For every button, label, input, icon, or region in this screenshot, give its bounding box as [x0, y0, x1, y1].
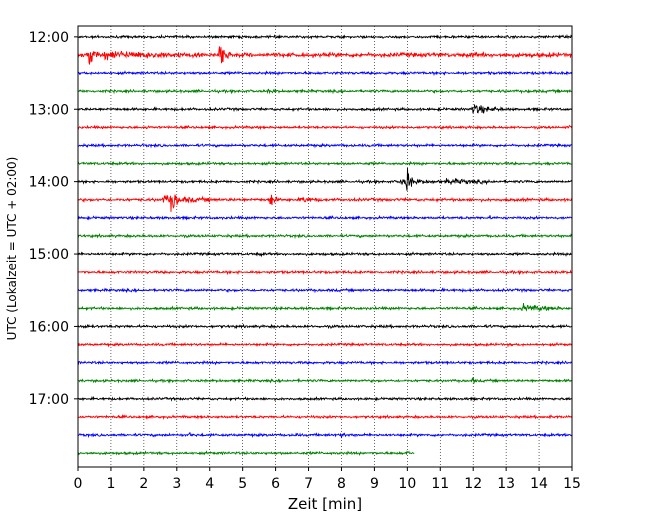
y-axis-ticks: 12:00 13:00 14:00 15:00 16:00 17:00 [29, 30, 78, 408]
trace-1415 [77, 194, 573, 212]
trace-1615 [77, 341, 573, 348]
trace-1715 [77, 413, 573, 421]
trace-1515 [78, 269, 573, 276]
trace-1645 [77, 377, 573, 384]
x-tick-label: 11 [431, 476, 449, 492]
trace-1630 [77, 359, 573, 366]
x-tick-label: 13 [497, 476, 515, 492]
x-tick-label: 0 [74, 476, 83, 492]
trace-1445 [77, 233, 573, 240]
trace-1700 [77, 395, 573, 402]
trace-1400 [77, 167, 573, 191]
trace-1330 [77, 142, 572, 149]
trace-1200 [77, 33, 573, 40]
trace-1600 [77, 323, 573, 330]
x-tick-label: 6 [271, 476, 280, 492]
x-tick-label: 2 [139, 476, 148, 492]
trace-1545 [78, 302, 573, 312]
x-tick-label: 12 [464, 476, 482, 492]
y-tick-label: 14:00 [29, 175, 69, 191]
trace-1245 [78, 88, 573, 95]
x-tick-label: 4 [205, 476, 214, 492]
x-tick-label: 1 [106, 476, 115, 492]
x-tick-label: 5 [238, 476, 247, 492]
y-tick-label: 12:00 [29, 30, 69, 46]
y-tick-label: 16:00 [29, 319, 69, 335]
x-tick-label: 10 [398, 476, 416, 492]
x-axis-ticks: 0 1 2 3 4 5 6 7 8 9 10 11 12 13 14 15 [74, 467, 581, 492]
plot-frame [77, 25, 573, 468]
x-tick-label: 3 [172, 476, 181, 492]
y-tick-label: 15:00 [29, 247, 69, 263]
y-axis-label: UTC (Lokalzeit = UTC + 02:00) [5, 157, 19, 341]
x-axis-label: Zeit [min] [288, 495, 362, 513]
x-tick-label: 14 [530, 476, 548, 492]
x-tick-label: 8 [337, 476, 346, 492]
trace-1300 [77, 104, 573, 114]
trace-1230 [77, 70, 572, 77]
x-tick-label: 7 [304, 476, 313, 492]
seismic-traces [77, 33, 573, 457]
trace-1430 [77, 214, 573, 221]
y-tick-label: 17:00 [29, 392, 69, 408]
trace-1530 [77, 287, 573, 294]
trace-1730 [77, 432, 573, 439]
trace-1745 [77, 450, 415, 457]
trace-1345 [77, 160, 573, 167]
x-tick-label: 15 [563, 476, 581, 492]
trace-1215 [77, 46, 573, 65]
y-tick-label: 13:00 [29, 102, 69, 118]
x-tick-label: 9 [370, 476, 379, 492]
trace-1500 [77, 251, 573, 258]
trace-1315 [77, 124, 573, 131]
